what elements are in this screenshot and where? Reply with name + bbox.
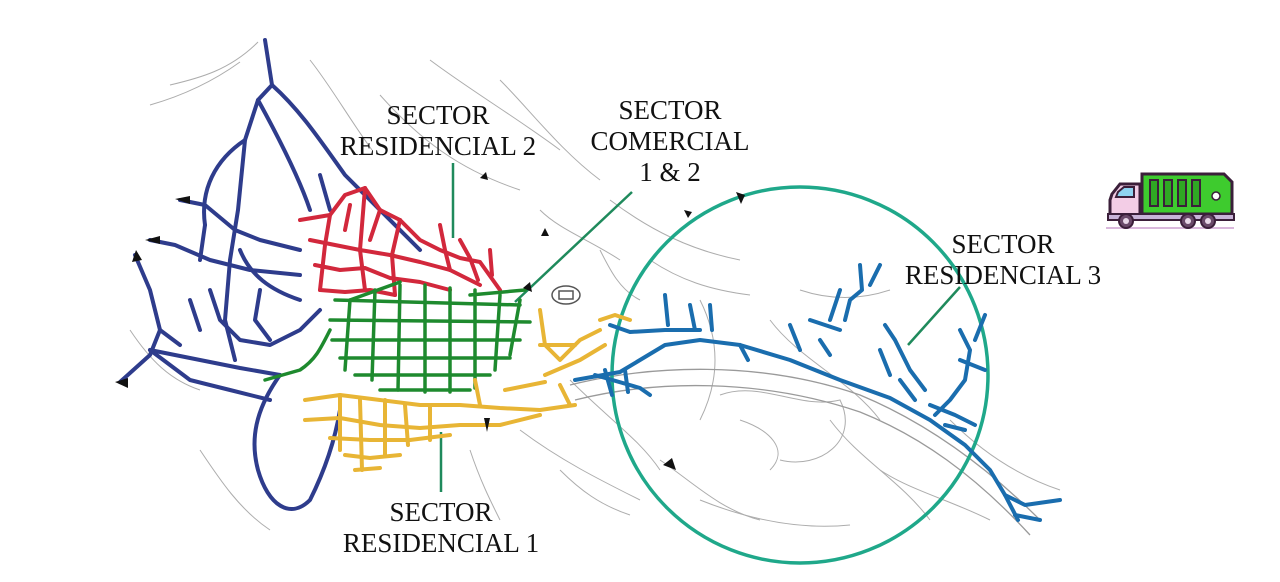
label-line: RESIDENCIAL 2 — [339, 131, 537, 161]
label-line: SECTOR — [951, 229, 1055, 259]
label-leaders — [439, 163, 961, 492]
stadium-icon — [551, 285, 581, 305]
label-sector-residencial-2: SECTOR RESIDENCIAL 2 — [322, 100, 554, 162]
label-line: COMERCIAL — [590, 126, 750, 156]
sector-residencial-1-routes — [303, 308, 632, 472]
arrowhead-icon — [132, 250, 142, 262]
arrowhead-icon — [684, 210, 692, 218]
direction-markers — [115, 172, 745, 470]
arrowhead-icon — [480, 172, 488, 180]
label-sector-residencial-1: SECTOR RESIDENCIAL 1 — [330, 497, 552, 559]
label-line: SECTOR — [386, 100, 490, 130]
arrowhead-icon — [523, 282, 532, 292]
label-line: 1 & 2 — [639, 157, 701, 187]
sector-residencial-3-routes — [573, 263, 1062, 522]
arrowhead-icon — [145, 236, 160, 244]
terrain-lines — [129, 41, 1061, 531]
arrowhead-icon — [175, 196, 190, 204]
garbage-truck-icon — [1106, 172, 1235, 229]
arrowhead-icon — [663, 458, 676, 470]
label-sector-residencial-3: SECTOR RESIDENCIAL 3 — [898, 229, 1108, 291]
label-line: RESIDENCIAL 1 — [342, 528, 540, 558]
arrowhead-icon — [115, 378, 128, 388]
sector-residencial-2-routes — [298, 186, 502, 297]
arrowhead-icon — [736, 192, 745, 204]
label-line: SECTOR — [618, 95, 722, 125]
river-corridor — [569, 368, 1041, 536]
periphery-routes — [118, 38, 422, 511]
label-line: RESIDENCIAL 3 — [904, 260, 1102, 290]
sector-comercial-routes — [263, 280, 532, 394]
arrowhead-icon — [541, 228, 549, 236]
arrowhead-icon — [484, 418, 490, 432]
label-line: SECTOR — [389, 497, 493, 527]
label-sector-comercial: SECTOR COMERCIAL 1 & 2 — [582, 95, 758, 188]
